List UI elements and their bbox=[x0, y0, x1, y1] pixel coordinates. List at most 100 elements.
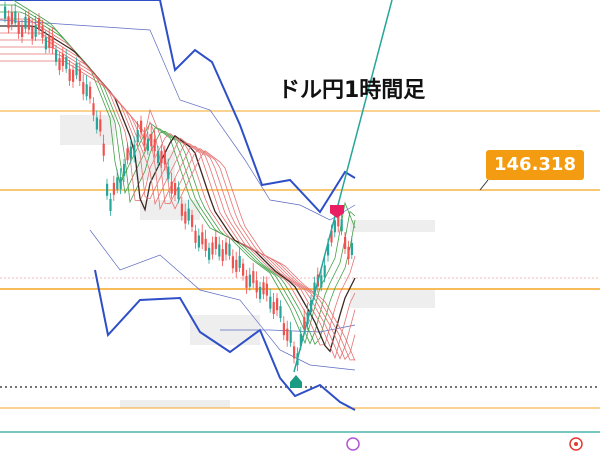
candle bbox=[119, 177, 122, 190]
candle bbox=[136, 130, 139, 143]
candle bbox=[163, 152, 166, 165]
candle bbox=[282, 323, 285, 336]
candle bbox=[72, 69, 75, 82]
shade bbox=[350, 290, 435, 308]
candle bbox=[201, 232, 204, 245]
ma-line bbox=[0, 39, 356, 360]
candle bbox=[68, 68, 71, 81]
candle bbox=[245, 275, 248, 288]
candle bbox=[323, 265, 326, 278]
candle bbox=[27, 17, 30, 30]
trend-line bbox=[293, 0, 393, 373]
sell-marker bbox=[330, 205, 344, 218]
candle bbox=[289, 330, 292, 343]
candle bbox=[187, 208, 190, 221]
shade bbox=[120, 400, 230, 408]
candle bbox=[10, 12, 13, 25]
candle bbox=[197, 235, 200, 248]
candle bbox=[109, 198, 112, 211]
candle bbox=[174, 182, 177, 195]
ma-line bbox=[0, 4, 356, 345]
candle bbox=[344, 236, 347, 249]
candle bbox=[95, 117, 98, 130]
candle bbox=[265, 283, 268, 296]
buy-marker bbox=[290, 375, 302, 388]
candle bbox=[221, 249, 224, 262]
candle bbox=[337, 214, 340, 227]
candle bbox=[350, 243, 353, 256]
target-dot bbox=[574, 442, 578, 446]
candle bbox=[238, 255, 241, 268]
candle bbox=[41, 25, 44, 38]
candle bbox=[177, 187, 180, 200]
ma-line bbox=[0, 25, 356, 353]
candle bbox=[333, 220, 336, 233]
candle bbox=[34, 24, 37, 37]
candle bbox=[102, 143, 105, 156]
candle bbox=[78, 69, 81, 82]
candle bbox=[225, 242, 228, 255]
candle bbox=[160, 151, 163, 164]
candle bbox=[112, 182, 115, 195]
candle bbox=[24, 16, 27, 29]
candle bbox=[14, 11, 17, 24]
lower-band bbox=[94, 269, 356, 411]
candle bbox=[218, 244, 221, 257]
candle bbox=[204, 238, 207, 251]
replay-icon[interactable] bbox=[346, 437, 360, 451]
candle bbox=[89, 86, 92, 99]
candle bbox=[65, 56, 68, 69]
ma-line bbox=[0, 32, 356, 360]
candle bbox=[235, 259, 238, 272]
candle bbox=[184, 211, 187, 224]
candle bbox=[146, 138, 149, 151]
candle bbox=[150, 134, 153, 147]
candle bbox=[340, 219, 343, 232]
candle bbox=[167, 166, 170, 179]
candle bbox=[299, 333, 302, 346]
candle bbox=[313, 282, 316, 295]
candle bbox=[38, 18, 41, 31]
shade bbox=[350, 220, 435, 232]
candle bbox=[286, 328, 289, 341]
candle bbox=[255, 280, 258, 293]
target-icon[interactable] bbox=[569, 437, 583, 451]
candle bbox=[330, 230, 333, 243]
candle bbox=[170, 181, 173, 194]
candle bbox=[153, 139, 156, 152]
candle bbox=[211, 242, 214, 255]
candle bbox=[21, 25, 24, 38]
candle bbox=[55, 49, 58, 62]
candle bbox=[126, 148, 129, 161]
shading bbox=[60, 115, 435, 408]
candle bbox=[51, 36, 54, 49]
candle bbox=[123, 163, 126, 176]
ma-line bbox=[0, 18, 356, 346]
candle bbox=[75, 63, 78, 76]
candle bbox=[269, 296, 272, 309]
candle bbox=[44, 37, 47, 50]
candle bbox=[116, 177, 119, 190]
candle bbox=[242, 263, 245, 276]
candle bbox=[248, 274, 251, 287]
candle bbox=[82, 82, 85, 95]
candle bbox=[180, 203, 183, 216]
upper-band bbox=[0, 0, 356, 214]
candle bbox=[276, 298, 279, 311]
candle bbox=[92, 103, 95, 116]
candle bbox=[279, 306, 282, 319]
candle bbox=[228, 243, 231, 256]
candle bbox=[259, 286, 262, 299]
candle bbox=[99, 119, 102, 132]
candle bbox=[31, 26, 34, 39]
candle bbox=[272, 301, 275, 314]
candle bbox=[85, 84, 88, 97]
candle bbox=[347, 246, 350, 259]
shade bbox=[60, 115, 115, 145]
label-pointer bbox=[479, 179, 489, 191]
inner-band bbox=[89, 229, 356, 371]
candle bbox=[327, 243, 330, 256]
candle bbox=[143, 133, 146, 146]
